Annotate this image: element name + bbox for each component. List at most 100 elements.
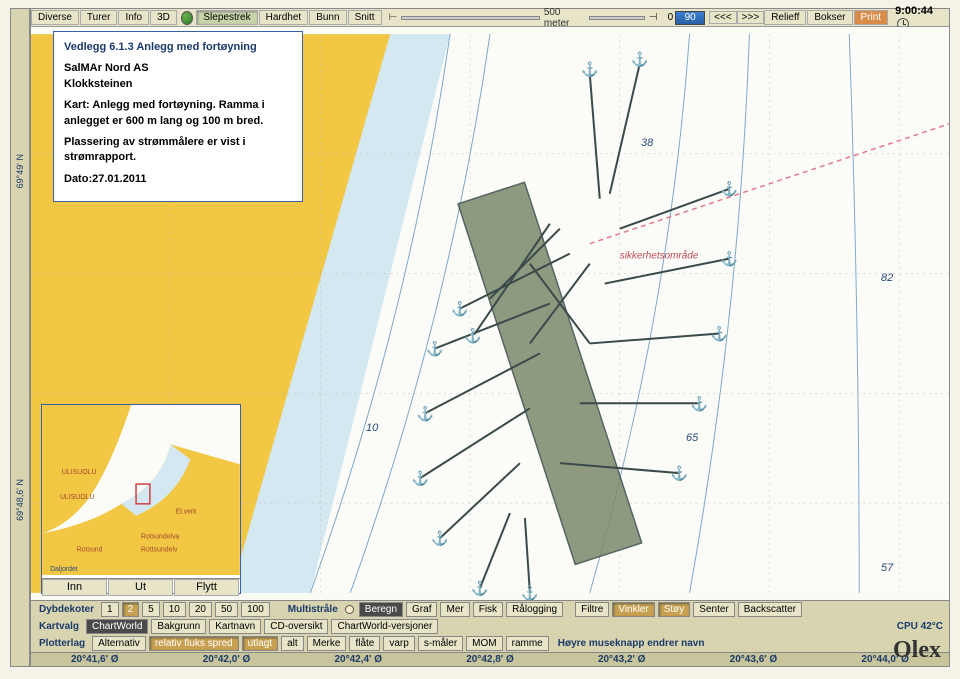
hint-text: Høyre museknapp endrer navn (552, 638, 711, 649)
btn-mom[interactable]: MOM (466, 636, 502, 651)
menu-diverse[interactable]: Diverse (31, 10, 79, 25)
btn-smaler[interactable]: s-måler (418, 636, 463, 651)
coord-2: 20°42,0' Ø (203, 654, 251, 665)
scale-track (401, 16, 540, 20)
btn-fisk[interactable]: Fisk (473, 602, 503, 617)
btn-bakgrunn[interactable]: Bakgrunn (151, 619, 206, 634)
inset-flytt[interactable]: Flytt (174, 579, 239, 596)
dybde-10[interactable]: 10 (163, 602, 186, 617)
globe-icon[interactable] (181, 11, 193, 25)
info-panel: Vedlegg 6.1.3 Anlegg med fortøyning SalM… (53, 31, 303, 202)
btn-filtre[interactable]: Filtre (575, 602, 609, 617)
btn-backscatter[interactable]: Backscatter (738, 602, 802, 617)
btn-alt[interactable]: alt (281, 636, 304, 651)
svg-text:⚓: ⚓ (471, 580, 488, 597)
multistrale-label: Multistråle (284, 604, 342, 615)
coord-5: 20°43,2' Ø (598, 654, 646, 665)
menu-hardhet[interactable]: Hardhet (259, 10, 309, 25)
inset-svg: ULISUOLU ULISUOLU El.verk Rotsundelva Ro… (42, 405, 240, 575)
btn-varp[interactable]: varp (383, 636, 414, 651)
menu-bunn[interactable]: Bunn (309, 10, 346, 25)
nav-prev[interactable]: <<< (709, 11, 737, 24)
btn-alternativ[interactable]: Alternativ (92, 636, 146, 651)
depth-82: 82 (881, 272, 893, 284)
btn-graf[interactable]: Graf (406, 602, 437, 617)
svg-text:⚓: ⚓ (431, 530, 448, 547)
svg-text:⚓: ⚓ (426, 340, 443, 357)
olex-logo: Olex (893, 637, 941, 664)
btn-ralogging[interactable]: Rålogging (506, 602, 563, 617)
btn-ramme[interactable]: ramme (506, 636, 549, 651)
btn-kartnavn[interactable]: Kartnavn (209, 619, 261, 634)
menu-3d[interactable]: 3D (150, 10, 177, 25)
svg-text:⚓: ⚓ (464, 327, 481, 344)
dybde-100[interactable]: 100 (241, 602, 270, 617)
info-title: Vedlegg 6.1.3 Anlegg med fortøyning (64, 40, 292, 55)
svg-text:ULISUOLU: ULISUOLU (60, 494, 95, 501)
coord-6: 20°43,6' Ø (730, 654, 778, 665)
btn-beregn[interactable]: Beregn (359, 602, 403, 617)
row-kartvalg: Kartvalg ChartWorld Bakgrunn Kartnavn CD… (31, 618, 949, 635)
svg-text:Daljordet: Daljordet (50, 566, 78, 573)
dybde-label: Dybdekoter (35, 604, 98, 615)
coord-1: 20°41,6' Ø (71, 654, 119, 665)
dybde-2[interactable]: 2 (122, 602, 140, 617)
dybde-50[interactable]: 50 (215, 602, 238, 617)
info-company: SalMAr Nord AS (64, 62, 149, 74)
btn-relativ[interactable]: relativ fluks spred (149, 636, 239, 651)
heading-box: 0 90 (668, 11, 706, 25)
coord-3: 20°42,4' Ø (334, 654, 382, 665)
svg-text:⚓: ⚓ (451, 301, 468, 318)
lat-2: 69°48,6' N (15, 479, 25, 521)
nav-next[interactable]: >>> (737, 11, 765, 24)
menu-turer[interactable]: Turer (80, 10, 118, 25)
multistrale-radio[interactable] (345, 605, 354, 614)
info-kart: Kart: Anlegg med fortøyning. Ramma i anl… (64, 99, 265, 126)
lat-strip: 69°49' N 69°48,6' N (10, 8, 30, 667)
info-plassering: Plassering av strømmålere er vist i strø… (64, 136, 246, 163)
svg-text:ULISUOLU: ULISUOLU (62, 469, 97, 476)
svg-text:Rotsund: Rotsund (77, 546, 103, 553)
btn-cdoversikt[interactable]: CD-oversikt (264, 619, 328, 634)
chart-area[interactable]: ⚓⚓ ⚓⚓ ⚓⚓ ⚓ ⚓⚓ ⚓⚓ ⚓ ⚓⚓ ⚓ sikkerhetsområde… (31, 27, 949, 600)
inset-buttons: Inn Ut Flytt (42, 578, 240, 596)
btn-flate[interactable]: flåte (349, 636, 380, 651)
svg-text:⚓: ⚓ (721, 251, 738, 268)
svg-text:⚓: ⚓ (411, 470, 428, 487)
svg-text:⚓: ⚓ (521, 585, 538, 600)
btn-vinkler[interactable]: Vinkler (612, 602, 654, 617)
menu-snitt[interactable]: Snitt (348, 10, 382, 25)
svg-text:⚓: ⚓ (691, 395, 708, 412)
menu-slepestrek[interactable]: Slepestrek (196, 10, 257, 25)
dybde-5[interactable]: 5 (142, 602, 160, 617)
bottom-panel: Dybdekoter 1 2 5 10 20 50 100 Multistrål… (31, 600, 949, 666)
plotterlag-label: Plotterlag (35, 638, 89, 649)
menu-bokser[interactable]: Bokser (807, 10, 852, 25)
lat-1: 69°49' N (15, 154, 25, 188)
btn-cwver[interactable]: ChartWorld-versjoner (331, 619, 438, 634)
dybde-20[interactable]: 20 (189, 602, 212, 617)
btn-senter[interactable]: Senter (693, 602, 734, 617)
menu-relieff[interactable]: Relieff (764, 10, 806, 25)
btn-stoy[interactable]: Støy (658, 602, 691, 617)
dybde-1[interactable]: 1 (101, 602, 119, 617)
svg-text:El.verk: El.verk (176, 509, 198, 516)
svg-text:⚓: ⚓ (416, 405, 433, 422)
heading-field[interactable]: 90 (675, 11, 705, 25)
inset-inn[interactable]: Inn (42, 579, 107, 596)
scale-track-2 (589, 16, 645, 20)
row-dybde: Dybdekoter 1 2 5 10 20 50 100 Multistrål… (31, 601, 949, 618)
svg-text:⚓: ⚓ (671, 465, 688, 482)
btn-utlagt[interactable]: utlagt (242, 636, 278, 651)
menu-print[interactable]: Print (854, 10, 889, 25)
red-label: sikkerhetsområde (620, 251, 699, 262)
btn-mer[interactable]: Mer (440, 602, 469, 617)
btn-merke[interactable]: Merke (307, 636, 347, 651)
menu-info[interactable]: Info (118, 10, 149, 25)
info-dato: Dato:27.01.2011 (64, 173, 147, 185)
info-site: Klokksteinen (64, 78, 132, 90)
app-window: Diverse Turer Info 3D Slepestrek Hardhet… (30, 8, 950, 667)
btn-chartworld[interactable]: ChartWorld (86, 619, 148, 634)
inset-ut[interactable]: Ut (108, 579, 173, 596)
scale-label: 500 meter (544, 7, 586, 29)
